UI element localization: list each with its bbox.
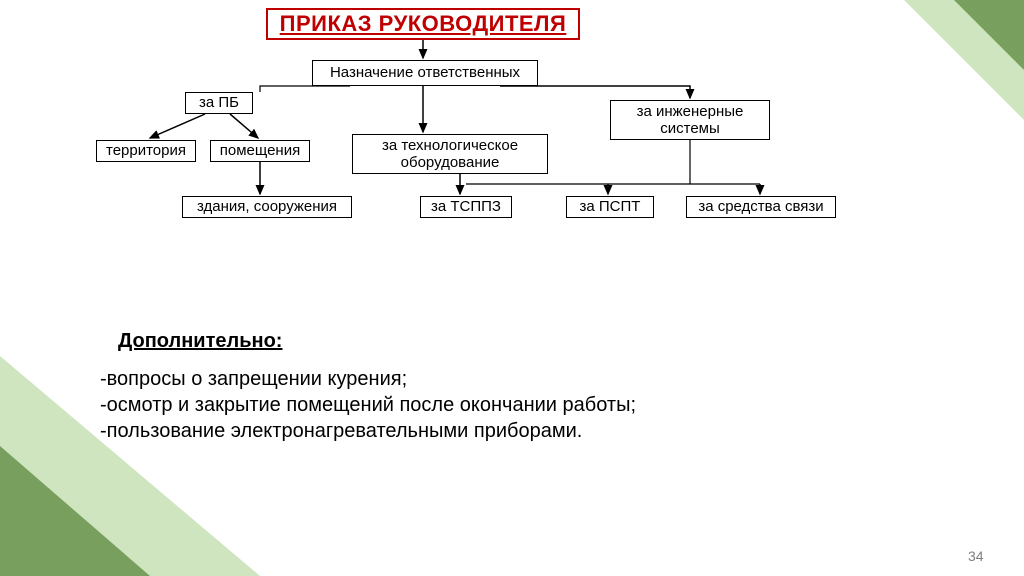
additional-item-2-text: -осмотр и закрытие помещений после оконч… bbox=[100, 394, 636, 416]
node-tech-label: за технологическое оборудование bbox=[359, 137, 541, 172]
node-buildings-label: здания, сооружения bbox=[197, 198, 337, 215]
decor-triangle-top-right-dark bbox=[954, 0, 1024, 70]
decor-triangle-bottom-left-dark bbox=[0, 446, 150, 576]
node-tech-equipment: за технологическое оборудование bbox=[352, 134, 548, 174]
page-number: 34 bbox=[968, 548, 984, 564]
node-assign-label: Назначение ответственных bbox=[330, 64, 520, 81]
node-title: ПРИКАЗ РУКОВОДИТЕЛЯ bbox=[266, 8, 580, 40]
node-buildings: здания, сооружения bbox=[182, 196, 352, 218]
additional-heading: Дополнительно: bbox=[118, 330, 282, 353]
node-premises: помещения bbox=[210, 140, 310, 162]
node-premises-label: помещения bbox=[220, 142, 300, 159]
node-tsppz-label: за ТСППЗ bbox=[431, 198, 501, 215]
node-assign: Назначение ответственных bbox=[312, 60, 538, 86]
additional-item-3: -пользование электронагревательными приб… bbox=[100, 420, 582, 443]
node-comm-label: за средства связи bbox=[698, 198, 823, 215]
node-title-label: ПРИКАЗ РУКОВОДИТЕЛЯ bbox=[280, 11, 567, 36]
additional-item-1-text: -вопросы о запрещении курения; bbox=[100, 368, 407, 390]
node-pspt: за ПСПТ bbox=[566, 196, 654, 218]
node-territory: территория bbox=[96, 140, 196, 162]
node-comm: за средства связи bbox=[686, 196, 836, 218]
node-pb: за ПБ bbox=[185, 92, 253, 114]
additional-heading-text: Дополнительно: bbox=[118, 330, 282, 352]
node-tsppz: за ТСППЗ bbox=[420, 196, 512, 218]
node-territory-label: территория bbox=[106, 142, 186, 159]
node-pb-label: за ПБ bbox=[199, 94, 239, 111]
node-pspt-label: за ПСПТ bbox=[580, 198, 641, 215]
additional-item-3-text: -пользование электронагревательными приб… bbox=[100, 420, 582, 442]
node-engineering: за инженерные системы bbox=[610, 100, 770, 140]
node-engineering-label: за инженерные системы bbox=[617, 103, 763, 138]
additional-item-1: -вопросы о запрещении курения; bbox=[100, 368, 407, 391]
page-number-text: 34 bbox=[968, 548, 984, 564]
additional-item-2: -осмотр и закрытие помещений после оконч… bbox=[100, 394, 636, 417]
